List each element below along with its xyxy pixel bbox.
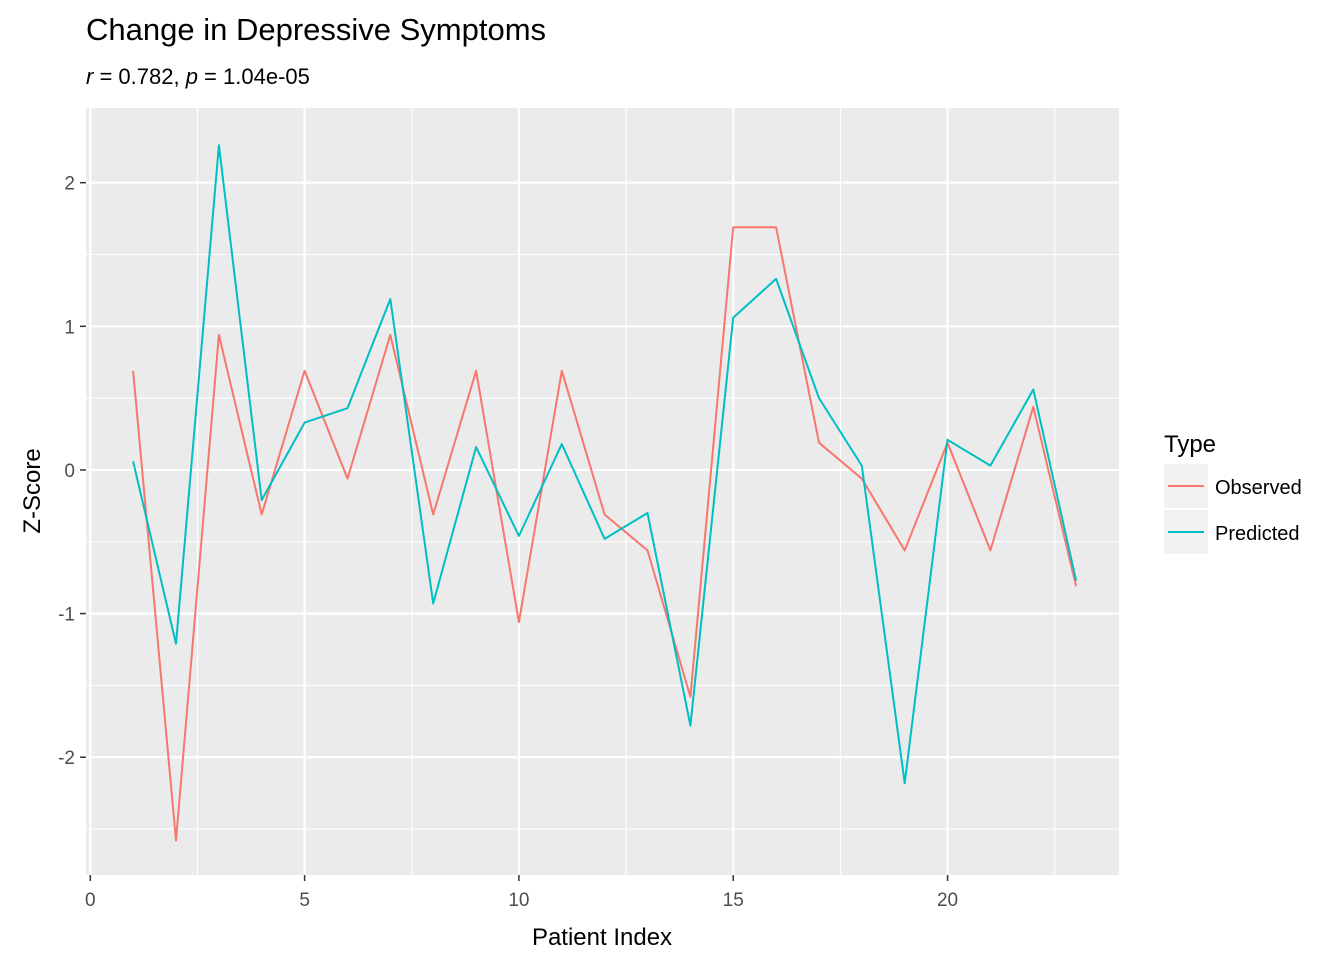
subtitle-p-symbol: p [185,64,198,89]
y-axis: -2 -1 0 1 2 [58,174,86,769]
legend-label: Predicted [1215,523,1300,545]
subtitle-r-value: = 0.782, [93,64,185,89]
plot-panel [86,108,1119,875]
series-lines [132,144,1078,842]
x-tick-label: 5 [299,890,310,911]
y-tick-label: -2 [58,748,75,769]
series-line-observed [132,226,1078,842]
chart-subtitle: r = 0.782, p = 1.04e-05 [86,64,310,89]
y-tick-label: -1 [58,605,75,626]
legend-items: Observed Predicted [1164,464,1302,554]
x-tick-label: 0 [85,890,96,911]
chart-title: Change in Depressive Symptoms [86,12,546,47]
x-tick-label: 20 [937,890,958,911]
subtitle-p-value: = 1.04e-05 [198,64,310,89]
legend-title: Type [1164,431,1216,458]
y-axis-title: Z-Score [19,448,46,533]
subtitle-r-symbol: r [86,64,95,89]
x-tick-label: 15 [723,890,744,911]
y-tick-label: 0 [64,461,75,482]
series-line-predicted [132,144,1078,785]
y-tick-label: 1 [64,317,75,338]
y-tick-label: 2 [64,174,75,195]
x-axis: 0 5 10 15 20 [85,875,958,911]
legend-label: Observed [1215,477,1302,499]
x-axis-title: Patient Index [532,924,672,951]
legend: Type Observed Predicted [1164,431,1302,554]
x-tick-label: 10 [508,890,529,911]
